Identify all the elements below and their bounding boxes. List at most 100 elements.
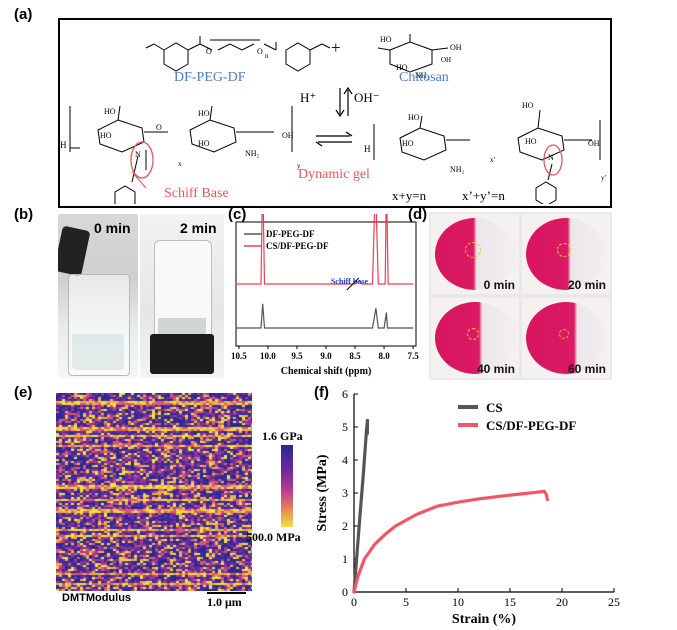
svg-text:H: H bbox=[60, 140, 67, 150]
afm-scale-bar-label: 1.0 μm bbox=[207, 595, 242, 609]
chitosan-structure bbox=[377, 34, 449, 73]
legend-label-1: CS/DF-PEG-DF bbox=[486, 418, 576, 433]
acid-label: H⁺ bbox=[300, 90, 317, 105]
svg-text:HO: HO bbox=[525, 137, 537, 146]
color-scale-bar bbox=[281, 445, 293, 527]
y-tick-label: 5 bbox=[342, 420, 348, 434]
base-label: OH⁻ bbox=[354, 90, 380, 105]
svg-text:H: H bbox=[364, 144, 371, 154]
dropper-tip bbox=[58, 225, 91, 277]
y-axis-title: Stress (MPa) bbox=[315, 454, 330, 531]
svg-text:HO: HO bbox=[408, 113, 420, 122]
svg-text:y’: y’ bbox=[601, 174, 607, 182]
schiff-base-circle-left bbox=[130, 141, 154, 179]
df-peg-df-structure bbox=[145, 36, 331, 72]
svg-text:HO: HO bbox=[104, 107, 116, 116]
dynamic-gel-label: Dynamic gel bbox=[298, 167, 370, 182]
svg-text:O: O bbox=[206, 47, 212, 56]
stress-strain-curve-0 bbox=[352, 418, 370, 594]
x-tick-label: 10 bbox=[452, 595, 464, 609]
dye-time-label: 40 min bbox=[476, 362, 515, 376]
svg-text:HO: HO bbox=[198, 139, 210, 148]
afm-modulus-map bbox=[56, 393, 252, 591]
svg-text:OH: OH bbox=[588, 139, 600, 148]
x-tick-label: 9.5 bbox=[291, 351, 303, 361]
schiff-base-annotation: Schiff base bbox=[331, 277, 369, 286]
liquid bbox=[72, 334, 124, 370]
schiff-base-label: Schiff Base bbox=[164, 186, 229, 201]
svg-text:HO: HO bbox=[522, 101, 534, 110]
plus-sign: + bbox=[331, 38, 341, 57]
schiff-base-circle-right bbox=[543, 144, 563, 176]
panel-e-label: (e) bbox=[14, 384, 33, 401]
nmr-spectrum-chart: DF-PEG-DF CS/DF-PEG-DF 10.5 10.0 9.5 9.0 8.5 8.… bbox=[231, 214, 419, 377]
vial-time-0: 0 min bbox=[94, 220, 131, 236]
x-tick-label: 7.5 bbox=[407, 351, 419, 361]
panel-c-label: (c) bbox=[228, 206, 247, 223]
y-tick-label: 1 bbox=[342, 552, 348, 566]
injection-mark-circle bbox=[465, 242, 481, 258]
vial-cap bbox=[150, 334, 214, 374]
dye-photo-2: 40 min bbox=[431, 298, 519, 378]
svg-text:NH₂: NH₂ bbox=[450, 165, 465, 174]
x-tick-label: 8.5 bbox=[349, 351, 361, 361]
schiff-base-pointer bbox=[131, 171, 147, 189]
x-tick-label: 5 bbox=[403, 595, 409, 609]
svg-text:n: n bbox=[265, 52, 269, 60]
svg-text:HO: HO bbox=[402, 139, 414, 148]
dye-time-label: 60 min bbox=[567, 362, 606, 376]
legend-label-0: CS bbox=[486, 400, 503, 415]
tensile-stress-strain-chart: 0 5 10 15 20 25 0 1 2 3 4 5 6 Strain (%) Stress (MPa) C… bbox=[315, 390, 620, 626]
x-tick-label: 10.0 bbox=[260, 351, 276, 361]
panel-a-scheme-box bbox=[58, 18, 612, 208]
y-tick-label: 6 bbox=[342, 390, 348, 401]
vial-time-2: 2 min bbox=[180, 220, 217, 236]
dye-diffusion-photo-grid: 0 min 20 min 40 min 60 min bbox=[429, 212, 612, 380]
svg-text:NH₂: NH₂ bbox=[415, 71, 430, 80]
y-tick-label: 0 bbox=[342, 585, 348, 599]
injection-mark-circle bbox=[467, 328, 479, 340]
right-polymer-chain bbox=[373, 109, 601, 204]
dye-time-label: 0 min bbox=[483, 278, 515, 292]
afm-channel-label: DMTModulus bbox=[62, 592, 132, 604]
svg-text:N: N bbox=[548, 153, 554, 162]
spectrum-line-1 bbox=[236, 214, 414, 285]
injection-mark-circle bbox=[557, 243, 571, 257]
dye-photo-1: 20 min bbox=[522, 214, 610, 294]
afm-scale-bar-line bbox=[207, 592, 246, 594]
panel-d-label: (d) bbox=[408, 206, 428, 223]
svg-text:N: N bbox=[135, 150, 141, 159]
x-tick-label: 8.0 bbox=[378, 351, 390, 361]
vial-photo-2min bbox=[140, 214, 224, 378]
spectrum-line-0 bbox=[236, 303, 414, 329]
dye-time-label: 20 min bbox=[567, 278, 606, 292]
color-scale-min: 500.0 MPa bbox=[246, 530, 301, 544]
svg-text:x: x bbox=[178, 160, 182, 168]
x-tick-label: 25 bbox=[608, 595, 620, 609]
injection-mark-circle bbox=[559, 329, 569, 339]
color-scale-max: 1.6 GPa bbox=[262, 429, 303, 443]
svg-text:O: O bbox=[257, 47, 263, 56]
svg-text:HO: HO bbox=[396, 63, 408, 72]
panel-f-label: (f) bbox=[314, 384, 329, 401]
equilibrium-arrows bbox=[315, 86, 353, 147]
annotation-arrow bbox=[346, 277, 360, 291]
panel-a-chemistry-diagram: O O n HO OH HO NH₂ OH H HO HO O N x HO H… bbox=[60, 34, 607, 204]
x-tick-label: 9.0 bbox=[320, 351, 332, 361]
chitosan-label: Chitosan bbox=[399, 70, 449, 85]
dye-photo-0: 0 min bbox=[431, 214, 519, 294]
vial-photo-0min bbox=[58, 214, 138, 378]
panel-a-label: (a) bbox=[14, 6, 33, 23]
svg-text:O: O bbox=[156, 123, 162, 132]
panel-b-label: (b) bbox=[14, 206, 34, 223]
svg-text:OH: OH bbox=[450, 43, 462, 52]
gel-layer bbox=[158, 318, 206, 336]
svg-text:OH: OH bbox=[441, 56, 451, 64]
x-tick-label: 10.5 bbox=[231, 351, 247, 361]
y-tick-label: 3 bbox=[342, 486, 348, 500]
df-peg-df-label: DF-PEG-DF bbox=[174, 70, 246, 85]
svg-text:x’: x’ bbox=[490, 156, 496, 164]
svg-text:HO: HO bbox=[380, 35, 392, 44]
y-tick-label: 2 bbox=[342, 519, 348, 533]
x-axis-title: Strain (%) bbox=[452, 612, 517, 626]
